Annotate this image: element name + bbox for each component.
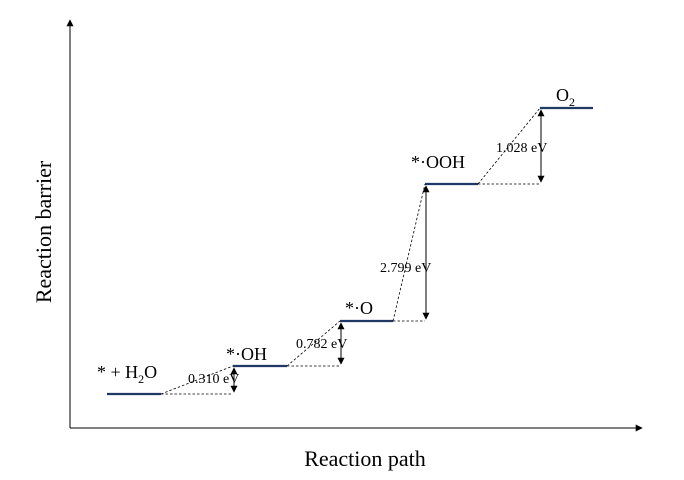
connector-1-diag: [160, 365, 234, 395]
y-axis-title: Reaction barrier: [31, 160, 56, 303]
step-value-2: 0.782 eV: [296, 337, 347, 352]
connector-3-diag: [392, 183, 426, 322]
step-value-1: 0.310 eV: [188, 372, 239, 387]
level-label-oh: *·OH: [226, 344, 267, 364]
step-value-4: 1.028 eV: [496, 141, 547, 156]
step-value-3: 2.799 eV: [380, 261, 431, 276]
level-label-h2o: * + H2O: [97, 362, 157, 386]
x-axis-title: Reaction path: [304, 446, 426, 471]
level-label-o2: O2: [556, 85, 575, 109]
level-label-ooh: *·OOH: [411, 152, 465, 172]
level-label-o: *·O: [345, 298, 373, 318]
connector-4-diag: [477, 107, 541, 185]
